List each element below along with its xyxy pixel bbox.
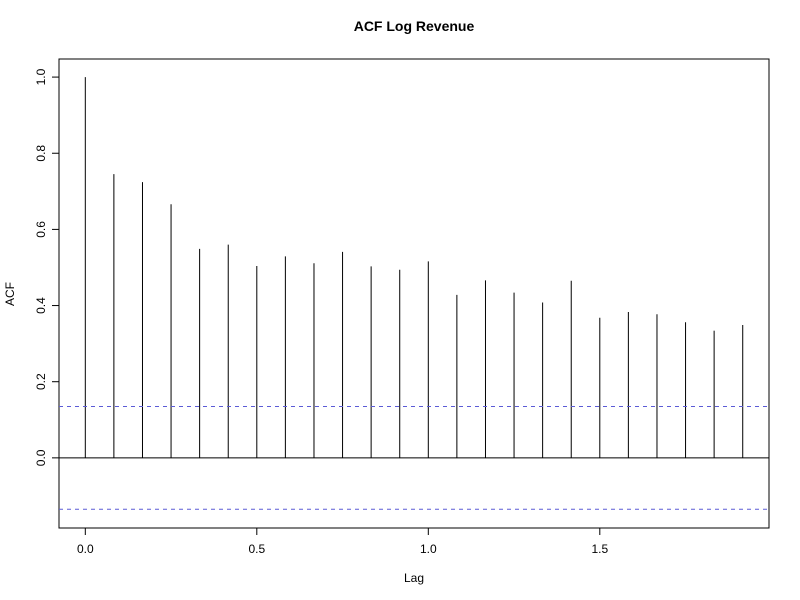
y-tick-label: 0.0 [34, 449, 48, 466]
x-axis-label: Lag [404, 571, 424, 585]
y-tick-label: 1.0 [34, 68, 48, 85]
x-tick-label: 0.5 [248, 542, 265, 556]
x-tick-label: 1.5 [591, 542, 608, 556]
y-axis-label: ACF [3, 282, 17, 306]
x-tick-label: 0.0 [77, 542, 94, 556]
chart-title: ACF Log Revenue [354, 18, 475, 34]
y-axis: 0.0 0.2 0.4 0.6 0.8 1.0 [34, 68, 60, 466]
y-tick-label: 0.8 [34, 145, 48, 162]
acf-spikes [84, 77, 744, 458]
x-tick-label: 1.0 [420, 542, 437, 556]
x-axis: 0.0 0.5 1.0 1.5 [77, 527, 608, 556]
y-tick-label: 0.4 [34, 297, 48, 314]
y-tick-label: 0.6 [34, 221, 48, 238]
confidence-bounds [59, 406, 769, 510]
y-tick-label: 0.2 [34, 373, 48, 390]
